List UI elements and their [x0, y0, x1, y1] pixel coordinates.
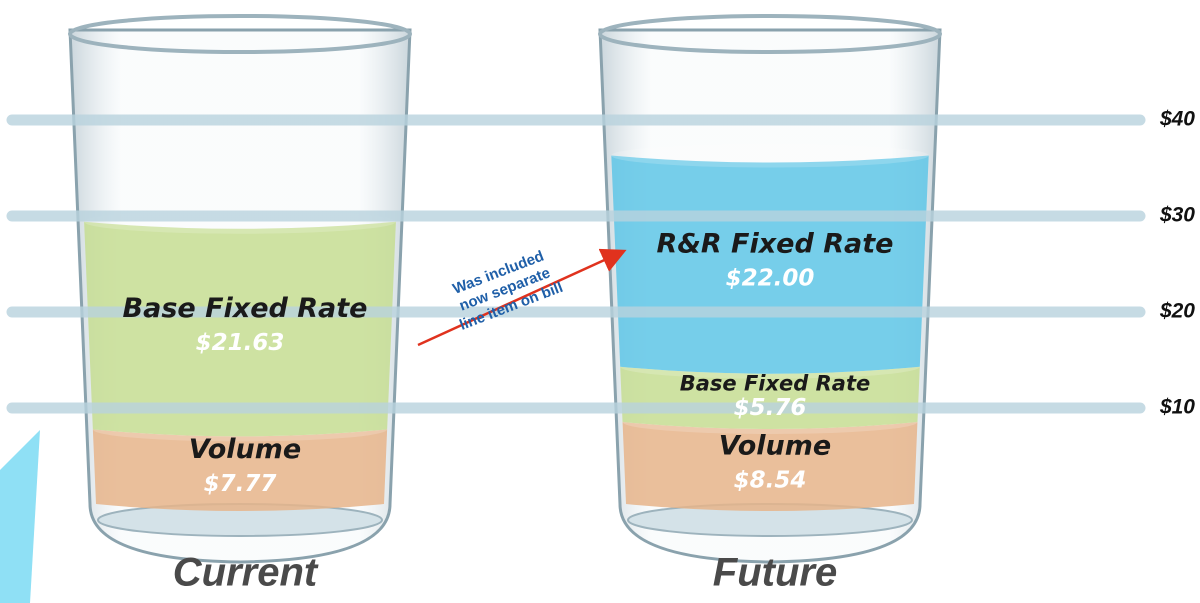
- decoration: [0, 430, 40, 603]
- layers: [84, 143, 929, 511]
- series-name: Base Fixed Rate: [680, 371, 871, 395]
- series-name: Base Fixed Rate: [123, 293, 368, 324]
- series-name: Volume: [189, 434, 301, 465]
- liquid-layer: [92, 429, 388, 511]
- y-tick-label: $30: [1159, 204, 1195, 227]
- value-label: $22.00: [726, 266, 815, 292]
- y-tick-label: $10: [1159, 396, 1195, 419]
- labels: Current Volume $7.77 Base Fixed Rate $21.63 F…: [123, 108, 1196, 595]
- glass-rim: [598, 14, 942, 54]
- category-label: Current: [173, 551, 319, 595]
- liquid-layer: [611, 155, 929, 374]
- grid: [6, 114, 1146, 414]
- liquid-layer: [622, 422, 918, 511]
- arrow: [417, 248, 627, 347]
- value-label: $7.77: [204, 471, 277, 497]
- liquid-surface: [611, 143, 929, 168]
- y-tick-label: $40: [1159, 108, 1195, 131]
- liquid-layer: [84, 221, 396, 437]
- category-label: Future: [713, 551, 837, 595]
- y-tick-label: $20: [1159, 300, 1195, 323]
- value-label: $8.54: [734, 468, 807, 494]
- value-label: $5.76: [734, 395, 807, 421]
- series-name: R&R Fixed Rate: [657, 229, 894, 260]
- value-label: $21.63: [196, 330, 285, 356]
- series-name: Volume: [719, 431, 831, 462]
- glass-rim: [68, 14, 412, 54]
- annotation: Was included now separate line item on b…: [450, 248, 565, 334]
